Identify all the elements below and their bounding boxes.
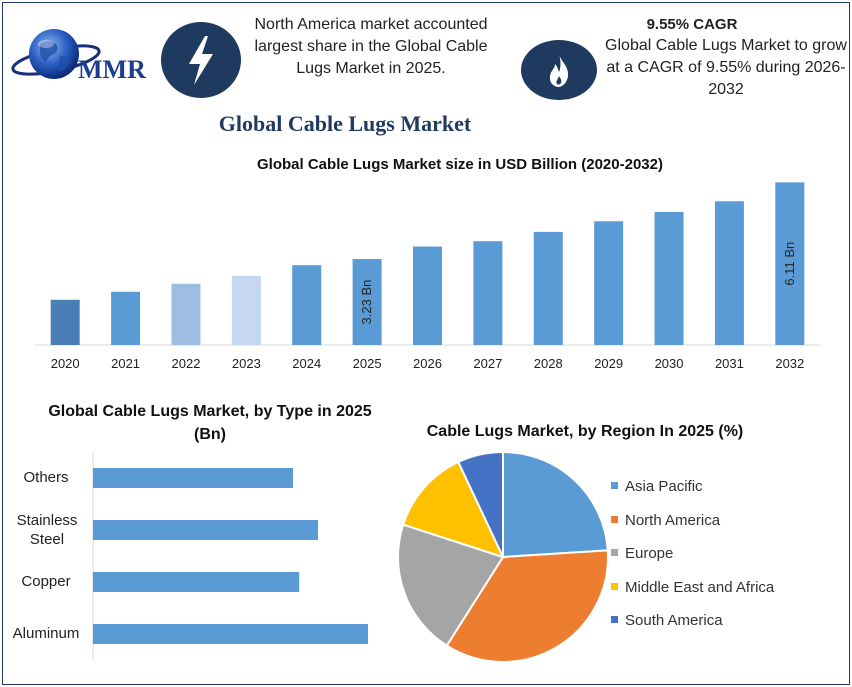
legend-swatch	[611, 515, 618, 523]
bar-2028	[533, 231, 563, 345]
x-tick-label: 2025	[353, 356, 382, 371]
bar-2030	[654, 211, 684, 345]
x-tick-label: 2021	[111, 356, 140, 371]
bar-2032	[775, 182, 805, 345]
x-tick-label: 2022	[172, 356, 201, 371]
north-america-callout: North America market accounted largest s…	[254, 16, 488, 77]
x-tick-label: 2028	[534, 356, 563, 371]
legend-swatch	[611, 582, 618, 590]
cagr-callout: Global Cable Lugs Market to grow at a CA…	[605, 37, 847, 98]
legend-item: Asia Pacific	[611, 478, 703, 495]
bar-2020	[50, 299, 80, 345]
type-category-label: Stainless Steel	[16, 512, 78, 548]
legend-swatch	[611, 549, 618, 556]
type-category-label: Aluminum	[12, 625, 80, 642]
legend-label: Middle East and Africa	[625, 578, 775, 596]
x-tick-label: 2020	[51, 356, 80, 371]
lightning-icon	[161, 22, 241, 98]
legend-label: North America	[625, 511, 721, 529]
x-tick-label: 2024	[292, 356, 321, 371]
type-category-label: Others	[23, 469, 69, 486]
legend-item: South America	[611, 612, 723, 629]
bar-2024	[292, 265, 322, 345]
legend-item: Europe	[611, 545, 673, 562]
legend-label: South America	[625, 612, 723, 629]
bar-2025	[352, 259, 382, 345]
x-tick-label: 2027	[473, 356, 502, 371]
market-size-chart-title: Global Cable Lugs Market size in USD Bil…	[257, 156, 663, 173]
data-label: 3.23 Bn	[359, 280, 374, 325]
x-tick-label: 2031	[715, 356, 744, 371]
bar-2031	[714, 201, 744, 345]
bar-2021	[111, 291, 141, 345]
type-chart-title: Global Cable Lugs Market, by Type in 202…	[48, 403, 372, 443]
type-category-label: Copper	[21, 573, 71, 590]
legend-label: Europe	[625, 545, 674, 562]
bar-2029	[594, 221, 624, 345]
logo-wordmark: MMR	[78, 55, 146, 84]
x-tick-label: 2032	[775, 356, 804, 371]
x-tick-label: 2023	[232, 356, 261, 371]
x-tick-label: 2029	[594, 356, 623, 371]
bar-2022	[171, 283, 201, 345]
cagr-heading: 9.55% CAGR	[646, 16, 738, 33]
x-tick-label: 2030	[655, 356, 684, 371]
legend-item: North America	[611, 512, 720, 529]
flame-icon	[521, 40, 597, 100]
bar-2023	[231, 275, 261, 345]
main-title: Global Cable Lugs Market	[218, 111, 472, 136]
legend-label: Asia Pacific	[625, 478, 703, 495]
legend-swatch	[611, 482, 618, 489]
legend-swatch	[611, 616, 618, 623]
legend-item: Middle East and Africa	[611, 579, 774, 596]
data-label: 6.11 Bn	[782, 242, 797, 286]
region-chart-title: Cable Lugs Market, by Region In 2025 (%)	[426, 423, 744, 440]
mmr-logo	[11, 29, 101, 79]
x-tick-label: 2026	[413, 356, 442, 371]
bar-2026	[413, 246, 442, 345]
bar-2027	[473, 241, 503, 345]
